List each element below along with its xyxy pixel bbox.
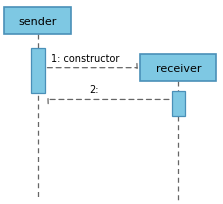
Text: receiver: receiver [156, 63, 201, 73]
Bar [140, 55, 216, 82]
Text: 1: constructor: 1: constructor [51, 53, 119, 63]
Bar [31, 49, 45, 94]
Bar [4, 8, 71, 35]
Bar [172, 92, 185, 116]
Text: sender: sender [19, 17, 57, 26]
Text: 2:: 2: [89, 85, 98, 95]
